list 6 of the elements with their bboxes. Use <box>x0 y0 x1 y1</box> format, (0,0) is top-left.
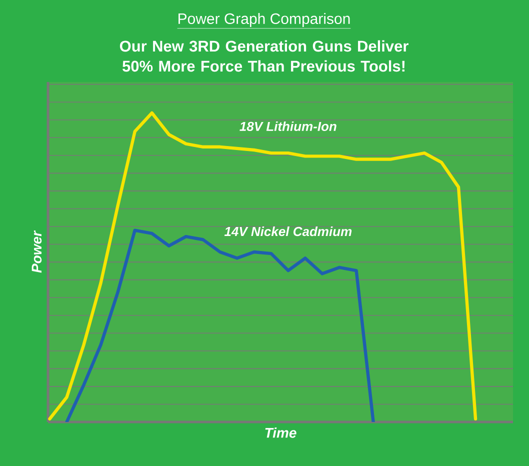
chart-title: Power Graph Comparison <box>178 13 350 27</box>
series-label: 18V Lithium-Ion <box>240 121 336 132</box>
chart-subtitle: Our New 3RD Generation Guns Deliver 50% More Force Than Previous Tools! <box>120 40 408 72</box>
series-label: 14V Nickel Cadmium <box>224 226 352 236</box>
y-axis-title: Power <box>32 230 42 273</box>
x-axis-title: Time <box>265 428 296 438</box>
